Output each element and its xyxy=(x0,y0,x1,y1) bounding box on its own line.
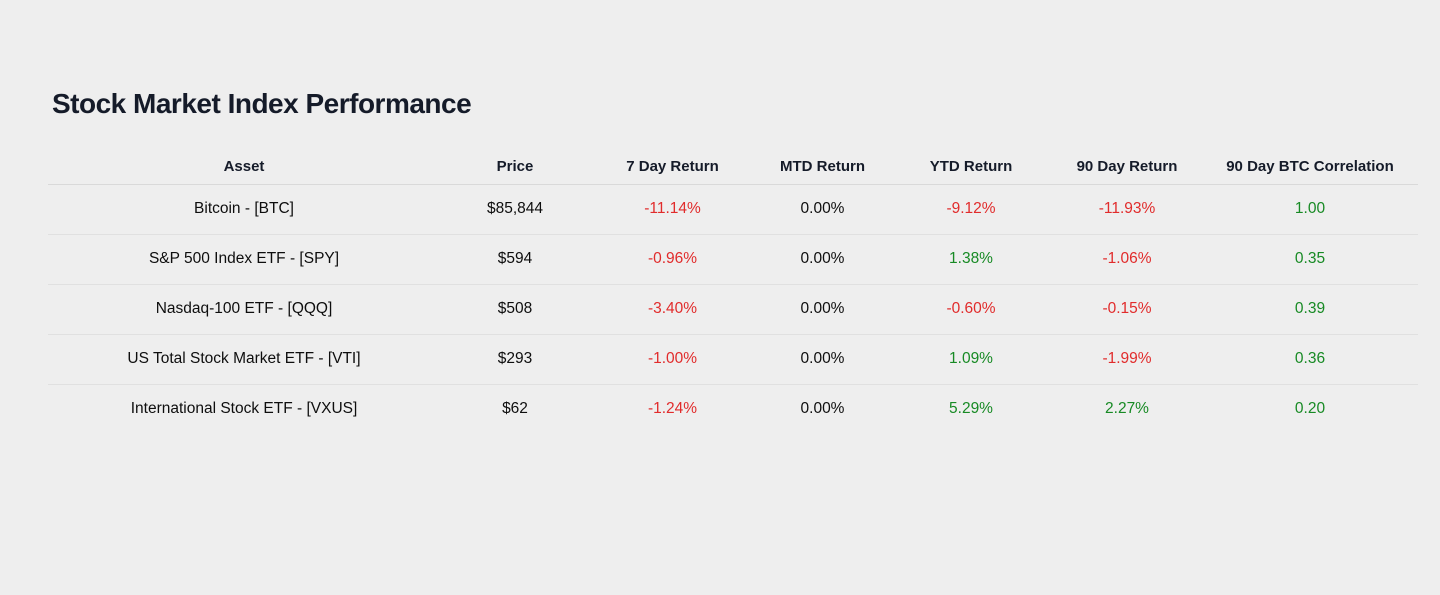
cell-7-day-return: -3.40% xyxy=(590,284,755,335)
cell-ytd-return: -9.12% xyxy=(890,184,1052,235)
cell-90-day-btc-correlation: 0.20 xyxy=(1294,400,1326,418)
cell-ytd-return: 1.09% xyxy=(890,334,1052,385)
cell-price: $85,844 xyxy=(440,184,590,235)
cell-90-day-btc-correlation: 0.39 xyxy=(1202,284,1418,335)
cell-90-day-return: -0.15% xyxy=(1052,284,1202,335)
table-row: S&P 500 Index ETF - [SPY] $594 -0.96% 0.00%… xyxy=(48,234,1418,285)
column-header-90-day-btc-correlation: 90 Day BTC Correlation xyxy=(1202,150,1418,185)
cell-7-day-return: -1.00% xyxy=(590,334,755,385)
column-header-asset: Asset xyxy=(48,150,440,185)
cell-ytd-return: 1.38% xyxy=(890,234,1052,285)
cell-price: $594 xyxy=(440,234,590,285)
cell-7-day-return: -0.96% xyxy=(590,234,755,285)
table-body: Bitcoin - [BTC] $85,844 -11.14% 0.00% -9.12%… xyxy=(48,184,1418,434)
cell-90-day-return: -11.93% xyxy=(1052,184,1202,235)
cell-mtd-return: 0.00% xyxy=(755,284,890,335)
cell-90-day-return: 2.27% xyxy=(1105,400,1149,418)
cell-asset: Nasdaq-100 ETF - [QQQ] xyxy=(48,284,440,335)
cell-asset: S&P 500 Index ETF - [SPY] xyxy=(48,234,440,285)
performance-table: Asset Price 7 Day Return MTD Return YTD Retu… xyxy=(48,150,1418,434)
cell-asset: US Total Stock Market ETF - [VTI] xyxy=(48,334,440,385)
cell-asset: Bitcoin - [BTC] xyxy=(48,184,440,235)
cell-price: $508 xyxy=(440,284,590,335)
cell-price: $62 xyxy=(502,400,528,418)
cell-mtd-return: 0.00% xyxy=(755,184,890,235)
table-row: US Total Stock Market ETF - [VTI] $293 -1.… xyxy=(48,334,1418,385)
cell-mtd-return: 0.00% xyxy=(755,334,890,385)
column-header-7-day-return: 7 Day Return xyxy=(590,150,755,185)
cell-7-day-return: -11.14% xyxy=(590,184,755,235)
cell-90-day-return: -1.99% xyxy=(1052,334,1202,385)
cell-ytd-return: -0.60% xyxy=(890,284,1052,335)
cell-asset: International Stock ETF - [VXUS] xyxy=(130,400,358,418)
table-row: Nasdaq-100 ETF - [QQQ] $508 -3.40% 0.00% -0.… xyxy=(48,284,1418,335)
cell-ytd-return: 5.29% xyxy=(949,400,993,418)
page-title: Stock Market Index Performance xyxy=(52,88,472,119)
cell-price: $293 xyxy=(440,334,590,385)
cell-7-day-return: -1.24% xyxy=(647,400,698,418)
cell-90-day-btc-correlation: 0.36 xyxy=(1202,334,1418,385)
table-header-row: Asset Price 7 Day Return MTD Return YTD Retu… xyxy=(48,150,1418,185)
cell-90-day-return: -1.06% xyxy=(1052,234,1202,285)
column-header-price: Price xyxy=(440,150,590,185)
column-header-90-day-return: 90 Day Return xyxy=(1052,150,1202,185)
table-row: International Stock ETF - [VXUS] $62 -1.24… xyxy=(48,384,1418,434)
cell-90-day-btc-correlation: 0.35 xyxy=(1202,234,1418,285)
cell-mtd-return: 0.00% xyxy=(755,234,890,285)
column-header-ytd-return: YTD Return xyxy=(890,150,1052,185)
table-row: Bitcoin - [BTC] $85,844 -11.14% 0.00% -9.12%… xyxy=(48,184,1418,235)
column-header-mtd-return: MTD Return xyxy=(755,150,890,185)
dashboard-page: Stock Market Index Performance Asset Pric… xyxy=(48,86,1418,434)
cell-mtd-return: 0.00% xyxy=(800,400,845,418)
cell-90-day-btc-correlation: 1.00 xyxy=(1202,184,1418,235)
